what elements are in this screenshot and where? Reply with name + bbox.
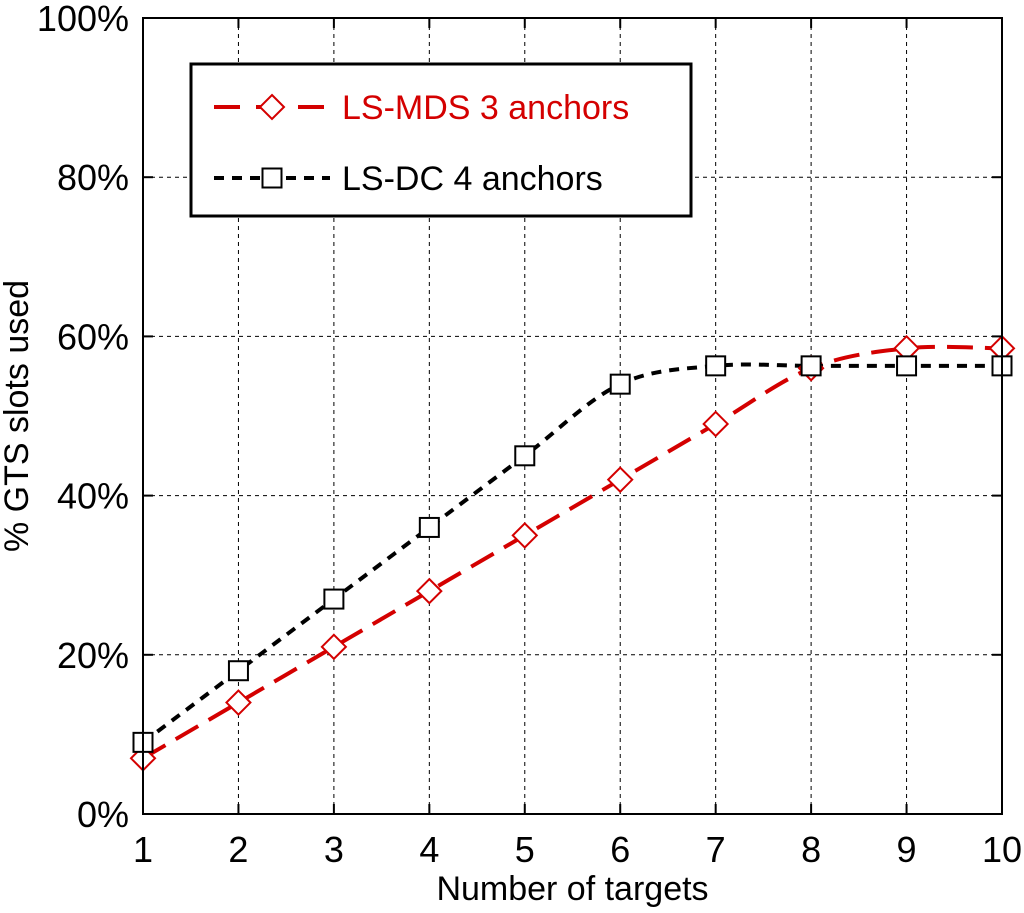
plot-frame <box>142 17 1003 815</box>
data-point-ls-dc <box>705 355 727 377</box>
x-axis-ticks: 1 2 3 4 5 6 7 8 9 10 <box>133 18 1022 870</box>
y-tick-label: 60% <box>57 316 129 357</box>
data-point-ls-mds <box>320 633 348 661</box>
x-tick-label: 1 <box>133 829 153 870</box>
x-axis-title: Number of targets <box>436 870 708 908</box>
grid <box>143 18 1002 814</box>
data-point-ls-dc <box>800 355 822 377</box>
data-point-ls-dc <box>227 660 249 682</box>
legend-square <box>261 167 283 189</box>
data-point-ls-mds <box>511 521 539 549</box>
data-point-ls-mds <box>606 466 634 494</box>
legend: LS-MDS 3 anchors LS-DC 4 anchors <box>189 62 693 218</box>
x-tick-label: 9 <box>897 829 917 870</box>
x-tick-label: 3 <box>324 829 344 870</box>
series-line-ls-mds <box>141 344 1003 761</box>
y-tick-label: 80% <box>57 157 129 198</box>
series-line-ls-dc <box>141 362 1002 744</box>
data-point-ls-dc <box>514 445 536 467</box>
data-point-ls-dc <box>323 588 345 610</box>
legend-marker-square <box>261 167 283 189</box>
data-point-ls-mds <box>415 577 443 605</box>
x-tick-label: 5 <box>515 829 535 870</box>
legend-box <box>189 62 693 218</box>
x-tick-label: 10 <box>982 829 1022 870</box>
legend-marker-diamond <box>258 93 286 121</box>
data-point-ls-dc <box>896 355 918 377</box>
y-tick-label: 40% <box>57 476 129 517</box>
y-axis-title: % GTS slots used <box>0 280 36 552</box>
x-tick-label: 8 <box>801 829 821 870</box>
x-tick-label: 7 <box>706 829 726 870</box>
x-tick-label: 2 <box>228 829 248 870</box>
legend-diamond <box>258 93 286 121</box>
data-point-ls-dc <box>418 516 440 538</box>
data-point-ls-mds <box>225 689 252 716</box>
series-lines <box>129 334 1016 772</box>
y-tick-label: 100% <box>37 0 129 39</box>
data-point-ls-dc <box>609 373 631 395</box>
x-tick-label: 4 <box>419 829 439 870</box>
y-tick-label: 20% <box>57 635 129 676</box>
x-tick-label: 6 <box>610 829 630 870</box>
y-axis-ticks: 0% 20% 40% 60% 80% 100% <box>37 0 1002 835</box>
y-tick-label: 0% <box>77 794 129 835</box>
data-point-ls-mds <box>702 410 730 438</box>
legend-label-ls-mds: LS-MDS 3 anchors <box>342 89 629 127</box>
legend-label-ls-dc: LS-DC 4 anchors <box>342 160 603 198</box>
